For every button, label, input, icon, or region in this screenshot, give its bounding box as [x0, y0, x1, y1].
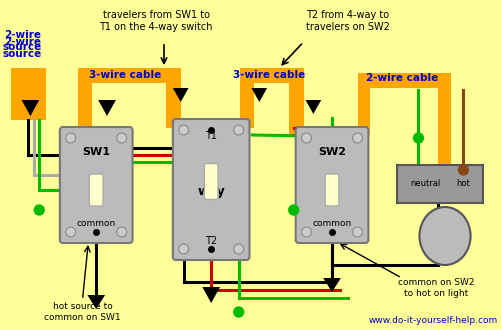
Text: T2: T2	[205, 236, 217, 246]
Circle shape	[352, 227, 362, 237]
Bar	[357, 88, 370, 135]
Polygon shape	[202, 287, 219, 303]
FancyBboxPatch shape	[325, 174, 338, 206]
Text: T1: T1	[205, 131, 217, 141]
Text: hot source to: hot source to	[53, 302, 112, 311]
Circle shape	[233, 307, 243, 317]
Circle shape	[288, 205, 298, 215]
Bar	[77, 68, 180, 83]
Polygon shape	[251, 88, 267, 102]
Circle shape	[117, 227, 126, 237]
Text: SW2: SW2	[318, 147, 345, 157]
Text: common on SW2: common on SW2	[397, 278, 473, 287]
Text: common: common	[77, 219, 116, 228]
Text: www.do-it-yourself-help.com: www.do-it-yourself-help.com	[368, 316, 497, 325]
Text: 2-wire
source: 2-wire source	[3, 37, 42, 59]
Text: travelers from SW1 to: travelers from SW1 to	[102, 10, 209, 20]
Polygon shape	[172, 88, 188, 102]
Text: neutral: neutral	[409, 180, 440, 188]
Text: SW1: SW1	[82, 147, 110, 157]
Polygon shape	[305, 100, 321, 114]
Circle shape	[233, 244, 243, 254]
Bar	[357, 73, 450, 88]
FancyBboxPatch shape	[172, 119, 249, 260]
FancyBboxPatch shape	[60, 127, 132, 243]
Ellipse shape	[419, 207, 469, 265]
Bar	[239, 68, 303, 83]
Bar	[396, 165, 482, 203]
Bar	[166, 83, 180, 128]
Bar	[437, 88, 450, 170]
Circle shape	[66, 227, 76, 237]
Circle shape	[457, 165, 467, 175]
Circle shape	[117, 133, 126, 143]
Text: travelers on SW2: travelers on SW2	[305, 22, 389, 32]
Circle shape	[413, 133, 422, 143]
Text: hot: hot	[456, 180, 469, 188]
FancyBboxPatch shape	[89, 174, 103, 206]
FancyBboxPatch shape	[204, 163, 217, 200]
Circle shape	[66, 133, 76, 143]
Circle shape	[301, 227, 311, 237]
Circle shape	[178, 125, 188, 135]
Bar	[77, 83, 92, 135]
Polygon shape	[87, 295, 105, 309]
Text: 3-wire cable: 3-wire cable	[88, 70, 160, 80]
Text: common: common	[312, 219, 351, 228]
Text: T2 from 4-way to: T2 from 4-way to	[306, 10, 389, 20]
Polygon shape	[323, 278, 340, 292]
Circle shape	[301, 133, 311, 143]
Circle shape	[34, 205, 44, 215]
Text: common on SW1: common on SW1	[44, 313, 121, 322]
Text: T1 on the 4-way switch: T1 on the 4-way switch	[99, 22, 212, 32]
Text: 2-wire cable: 2-wire cable	[365, 73, 437, 83]
Bar	[239, 83, 254, 128]
Circle shape	[352, 133, 362, 143]
Circle shape	[233, 125, 243, 135]
Text: 2-wire
source: 2-wire source	[3, 30, 42, 51]
Text: 4
way: 4 way	[197, 171, 224, 199]
Polygon shape	[22, 100, 39, 116]
Circle shape	[178, 244, 188, 254]
FancyBboxPatch shape	[295, 127, 368, 243]
Polygon shape	[98, 100, 116, 116]
Text: 3-wire cable: 3-wire cable	[232, 70, 305, 80]
Bar	[11, 68, 46, 120]
Text: to hot on light: to hot on light	[403, 289, 467, 298]
Bar	[288, 83, 303, 135]
